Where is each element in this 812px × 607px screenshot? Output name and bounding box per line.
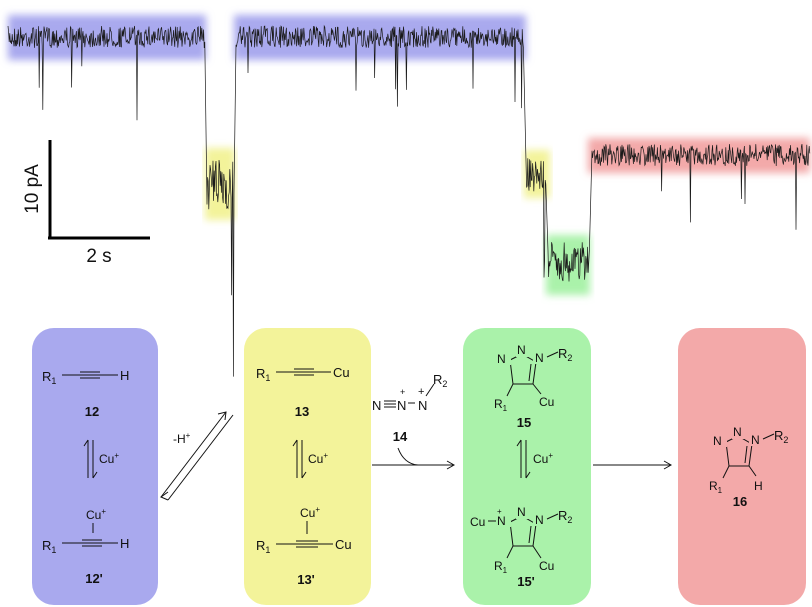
scale-bar: 10 pA 2 s	[22, 140, 150, 267]
svg-text:H: H	[120, 536, 129, 551]
svg-text:Cu+: Cu+	[86, 507, 106, 522]
deprotonation-equilibrium: -H+	[159, 411, 234, 501]
label-15-prime: 15'	[517, 574, 535, 589]
svg-text:H: H	[754, 479, 763, 493]
current-trace-panel	[7, 15, 811, 377]
scale-time-label: 2 s	[86, 246, 111, 267]
svg-text:Cu: Cu	[539, 395, 554, 409]
svg-text:R1: R1	[256, 538, 270, 555]
svg-text:N: N	[397, 398, 406, 413]
svg-text:N: N	[517, 343, 526, 357]
label-14: 14	[393, 429, 408, 444]
current-trace-line	[7, 24, 811, 377]
scale-current-label: 10 pA	[22, 164, 43, 214]
svg-text:R2: R2	[558, 508, 572, 525]
svg-text:+: +	[497, 507, 502, 516]
label-15: 15	[517, 415, 531, 430]
svg-text:R2: R2	[558, 346, 572, 363]
svg-text:N: N	[517, 505, 526, 519]
compound-13-prime: Cu+ R1 Cu 13'	[256, 505, 352, 587]
equilibrium-arrows-12: Cu+	[83, 439, 119, 479]
svg-text:Cu+: Cu+	[99, 451, 119, 466]
svg-text:N: N	[497, 352, 506, 366]
compound-16: N N N R2 R1 H 16	[709, 425, 788, 509]
svg-text:Cu: Cu	[335, 537, 352, 552]
svg-text:N: N	[535, 513, 544, 527]
svg-text:+: +	[418, 386, 424, 398]
cycloaddition-arrow	[372, 447, 456, 470]
svg-text:N: N	[372, 398, 381, 413]
box-15	[463, 328, 591, 605]
svg-text:Cu: Cu	[333, 365, 350, 380]
svg-text:N: N	[497, 514, 506, 528]
compound-13: R1 Cu 13	[256, 365, 350, 419]
box-12	[32, 328, 158, 605]
svg-text:R1: R1	[494, 397, 508, 413]
state-highlight-green	[546, 235, 590, 295]
svg-text:N: N	[733, 425, 742, 439]
label-12-prime: 12'	[85, 571, 103, 586]
product-arrow	[593, 460, 673, 470]
compound-15: N N N R2 R1 Cu 15	[494, 343, 572, 430]
svg-text:+: +	[400, 387, 405, 397]
svg-text:N: N	[713, 434, 722, 448]
svg-text:N: N	[535, 351, 544, 365]
azide-14: N N + + N R2 14	[372, 372, 447, 444]
svg-text:R1: R1	[494, 559, 508, 575]
svg-text:-H+: -H+	[173, 431, 191, 446]
label-12: 12	[85, 404, 99, 419]
compound-15-prime: Cu N + N N R2 R1 Cu 15'	[470, 505, 572, 589]
equilibrium-arrows-13: Cu+	[292, 439, 328, 479]
svg-text:Cu+: Cu+	[300, 505, 320, 520]
equilibrium-arrows-15: Cu+	[516, 439, 553, 479]
svg-text:R1: R1	[42, 538, 56, 555]
svg-text:R1: R1	[256, 366, 270, 383]
svg-text:Cu: Cu	[539, 559, 554, 573]
label-13: 13	[295, 404, 309, 419]
svg-text:R1: R1	[709, 479, 723, 495]
svg-text:R2: R2	[433, 372, 447, 389]
label-16: 16	[733, 494, 747, 509]
label-13-prime: 13'	[297, 572, 315, 587]
svg-text:Cu: Cu	[470, 515, 485, 529]
svg-text:Cu+: Cu+	[533, 451, 553, 466]
svg-text:R2: R2	[774, 428, 788, 445]
svg-text:H: H	[120, 368, 129, 383]
compound-12-prime: Cu+ R1 H 12'	[42, 507, 129, 586]
box-13	[244, 328, 371, 605]
svg-text:N: N	[418, 398, 427, 413]
svg-text:Cu+: Cu+	[308, 451, 328, 466]
svg-text:N: N	[751, 433, 760, 447]
svg-text:R1: R1	[42, 369, 56, 386]
compound-12: R1 H 12	[42, 368, 129, 419]
